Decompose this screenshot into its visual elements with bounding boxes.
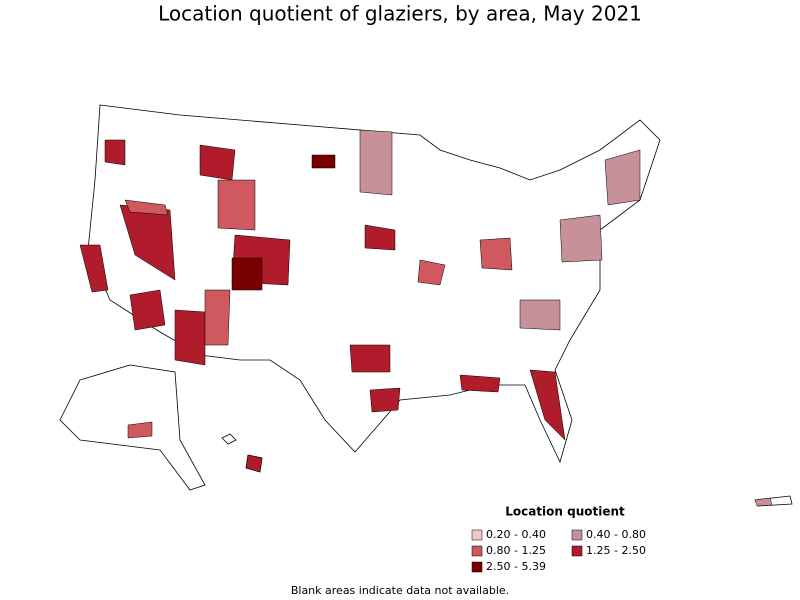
legend-swatch [471, 561, 483, 573]
map-area [231, 257, 263, 291]
map-area [311, 154, 336, 169]
map-area [754, 497, 773, 507]
map-area [174, 309, 206, 366]
map-area [529, 369, 566, 441]
hawaii [221, 433, 237, 445]
legend-label: 0.20 - 0.40 [486, 528, 546, 541]
map-area [559, 214, 603, 263]
map-area [349, 344, 391, 373]
us-map [59, 104, 793, 507]
map-area [124, 199, 169, 216]
map-area [129, 289, 166, 331]
legend-label: 0.80 - 1.25 [486, 544, 546, 557]
map-title: Location quotient of glaziers, by area, … [158, 2, 642, 26]
footnote: Blank areas indicate data not available. [291, 584, 509, 597]
legend-label: 2.50 - 5.39 [486, 560, 546, 573]
map-area [364, 224, 396, 251]
legend-swatch [571, 545, 583, 557]
map-area [199, 144, 236, 181]
legend-swatch [471, 545, 483, 557]
map-area [519, 299, 561, 331]
map-area [369, 387, 401, 413]
map-area [604, 149, 641, 206]
map-area [79, 244, 109, 293]
legend-label: 0.40 - 0.80 [586, 528, 646, 541]
legend-swatch [571, 529, 583, 541]
map-area [479, 237, 513, 271]
legend-title: Location quotient [505, 505, 625, 519]
map-area [417, 259, 446, 286]
map-area [217, 179, 256, 231]
map-area [104, 139, 126, 166]
legend-label: 1.25 - 2.50 [586, 544, 646, 557]
map-area [127, 421, 153, 439]
map-area [359, 129, 393, 196]
legend-swatch [471, 529, 483, 541]
map-area [459, 374, 501, 393]
map-area [204, 289, 231, 346]
legend: Location quotient 0.20 - 0.40 0.40 - 0.80… [471, 505, 646, 573]
map-area [245, 454, 263, 473]
